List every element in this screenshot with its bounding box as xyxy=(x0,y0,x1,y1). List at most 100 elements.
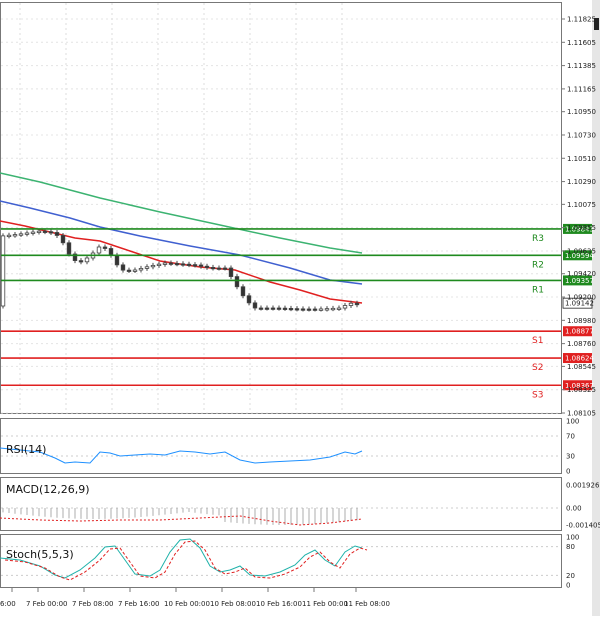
ma-mid-line xyxy=(0,200,363,285)
macd-title: MACD(12,26,9) xyxy=(6,483,90,496)
candle-body xyxy=(174,262,180,266)
price-tick-label: 1.08105 xyxy=(567,410,596,418)
candle-body xyxy=(60,235,66,244)
price-tick-label: 1.09635 xyxy=(567,247,596,255)
candle-body xyxy=(12,234,18,237)
candle-body xyxy=(228,267,234,277)
candle-body xyxy=(156,263,162,267)
candle-body xyxy=(186,263,192,267)
time-tick-label: 11 Feb 08:00 xyxy=(344,600,390,608)
macd-panel: 0.001926 0.00 -0.001405 xyxy=(0,482,600,530)
candle-body xyxy=(258,307,264,310)
rsi-axis-label: 30 xyxy=(566,453,575,461)
price-tick-label: 1.11825 xyxy=(567,16,596,24)
candle-body xyxy=(336,307,342,310)
level-price-tag xyxy=(563,223,592,234)
ma-slow-line xyxy=(0,172,363,254)
candle-body xyxy=(54,232,60,236)
candle-body xyxy=(132,269,138,272)
stoch-axis-label: 0 xyxy=(566,582,570,590)
candle-body xyxy=(108,248,114,256)
stoch-axis-label: 20 xyxy=(566,572,575,580)
macd-axis-label: 0.001926 xyxy=(566,482,600,490)
level-price-tag xyxy=(563,250,592,261)
stoch-title: Stoch(5,5,3) xyxy=(6,548,74,561)
candle-body xyxy=(288,307,294,311)
candle-body xyxy=(312,308,318,311)
time-tick-label: 7 Feb 16:00 xyxy=(118,600,159,608)
price-tick-label: 1.10290 xyxy=(567,178,596,186)
candle-body xyxy=(240,286,246,297)
price-tick-label: 1.11605 xyxy=(567,39,596,47)
candle-body xyxy=(102,246,108,249)
candle-body xyxy=(234,276,240,288)
price-axis: 1.11825 1.11605 1.11385 1.11165 1.10950 1.107… xyxy=(561,16,596,418)
rsi-panel-frame xyxy=(0,418,562,474)
rsi-line xyxy=(0,447,363,464)
candle-body xyxy=(300,308,306,311)
scroll-thumb[interactable] xyxy=(594,18,599,30)
level-label-s3: S3 xyxy=(532,390,543,400)
candle-body xyxy=(6,234,12,238)
level-price-text: 1.08367 xyxy=(565,382,594,390)
candle-body xyxy=(246,295,252,304)
rsi-axis-label: 100 xyxy=(566,418,579,426)
candle-body xyxy=(306,308,312,311)
candle-body xyxy=(210,266,216,270)
time-tick-label: 10 Feb 16:00 xyxy=(256,600,302,608)
candle-body xyxy=(24,232,30,235)
candle-body xyxy=(150,264,156,268)
time-tick-label: 7 Feb 08:00 xyxy=(72,600,113,608)
level-price-text: 1.09594 xyxy=(565,252,594,260)
candle-body xyxy=(216,267,222,270)
rsi-panel: 100 70 30 0 xyxy=(0,418,579,476)
price-tick-label: 1.11165 xyxy=(567,85,596,93)
time-tick-label: 6:00 xyxy=(0,600,16,608)
level-price-text: 1.08624 xyxy=(565,355,594,363)
level-price-tag xyxy=(563,353,592,364)
price-tick-label: 1.11385 xyxy=(567,62,596,70)
level-price-text: 1.09357 xyxy=(565,277,594,285)
candle-body xyxy=(144,266,150,269)
candle-body xyxy=(192,264,198,267)
main-panel-frame xyxy=(0,2,562,414)
price-tick-label: 1.08325 xyxy=(567,386,596,394)
candlesticks xyxy=(0,228,360,312)
time-tick-label: 7 Feb 00:00 xyxy=(26,600,67,608)
price-tick-label: 1.09420 xyxy=(567,270,596,278)
price-tick-label: 1.10075 xyxy=(567,201,596,209)
candle-body xyxy=(48,231,54,234)
candle-body xyxy=(324,308,330,311)
candle-body xyxy=(198,264,204,267)
candle-body xyxy=(252,302,258,309)
candle-body xyxy=(276,307,282,310)
candle-body xyxy=(114,254,120,266)
level-price-tag xyxy=(563,380,592,391)
level-label-s1: S1 xyxy=(532,336,543,346)
candle-body xyxy=(270,307,276,310)
candle-body xyxy=(162,262,168,265)
candle-body xyxy=(348,302,354,306)
candle-body xyxy=(36,230,42,233)
candle-body xyxy=(318,308,324,311)
current-price-text: 1.09142 xyxy=(565,300,594,308)
time-tick-label: 10 Feb 08:00 xyxy=(210,600,256,608)
level-price-text: 1.09843 xyxy=(565,225,594,233)
price-tick-label: 1.08760 xyxy=(567,340,596,348)
price-tick-label: 1.09855 xyxy=(567,224,596,232)
candle-body xyxy=(78,260,84,263)
level-label-r1: R1 xyxy=(532,285,544,295)
candle-body xyxy=(72,253,78,261)
candle-body xyxy=(66,242,72,255)
pivot-levels: R3 1.09843 R2 1.09594 R1 1.09357 S1 1.08877 S2 1.… xyxy=(1,223,594,400)
rsi-axis-label: 0 xyxy=(566,468,570,476)
candle-body xyxy=(96,246,102,254)
stoch-panel-frame xyxy=(0,534,562,588)
candle-body xyxy=(138,267,144,271)
current-price-tag xyxy=(562,297,593,309)
candle-body xyxy=(42,230,48,233)
candle-body xyxy=(342,305,348,309)
